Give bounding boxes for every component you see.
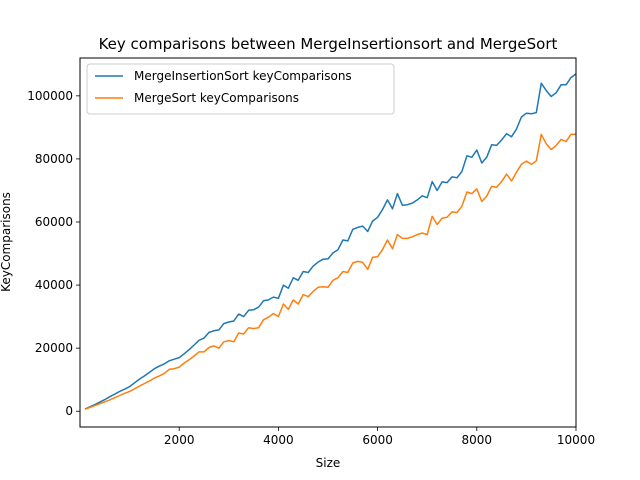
legend-label-mergeinsertionsort: MergeInsertionSort keyComparisons	[134, 69, 352, 83]
x-tick-label: 10000	[557, 433, 595, 447]
x-tick-label: 2000	[164, 433, 195, 447]
y-tick-label: 40000	[35, 278, 73, 292]
legend: MergeInsertionSort keyComparisons MergeS…	[86, 63, 395, 115]
legend-label-mergesort: MergeSort keyComparisons	[134, 91, 299, 105]
series-line-1	[84, 133, 576, 410]
x-axis-label: Size	[316, 456, 341, 470]
x-axis-ticks: 2000 4000 6000 8000 10000	[164, 427, 595, 447]
series-line-0	[84, 73, 577, 410]
y-tick-label: 100000	[27, 89, 73, 103]
y-tick-label: 0	[65, 404, 73, 418]
x-tick-label: 8000	[462, 433, 493, 447]
plot-area	[79, 57, 577, 428]
y-axis-ticks: 0 20000 40000 60000 80000 100000	[27, 89, 80, 418]
plot-frame	[79, 57, 577, 428]
chart-title: Key comparisons between MergeInsertionso…	[99, 35, 558, 53]
y-tick-label: 20000	[35, 341, 73, 355]
x-tick-label: 6000	[362, 433, 393, 447]
legend-box	[86, 63, 395, 115]
series-layer	[84, 73, 577, 410]
y-tick-label: 60000	[35, 215, 73, 229]
y-tick-label: 80000	[35, 152, 73, 166]
y-axis-label: KeyComparisons	[0, 192, 13, 292]
x-tick-label: 4000	[263, 433, 294, 447]
